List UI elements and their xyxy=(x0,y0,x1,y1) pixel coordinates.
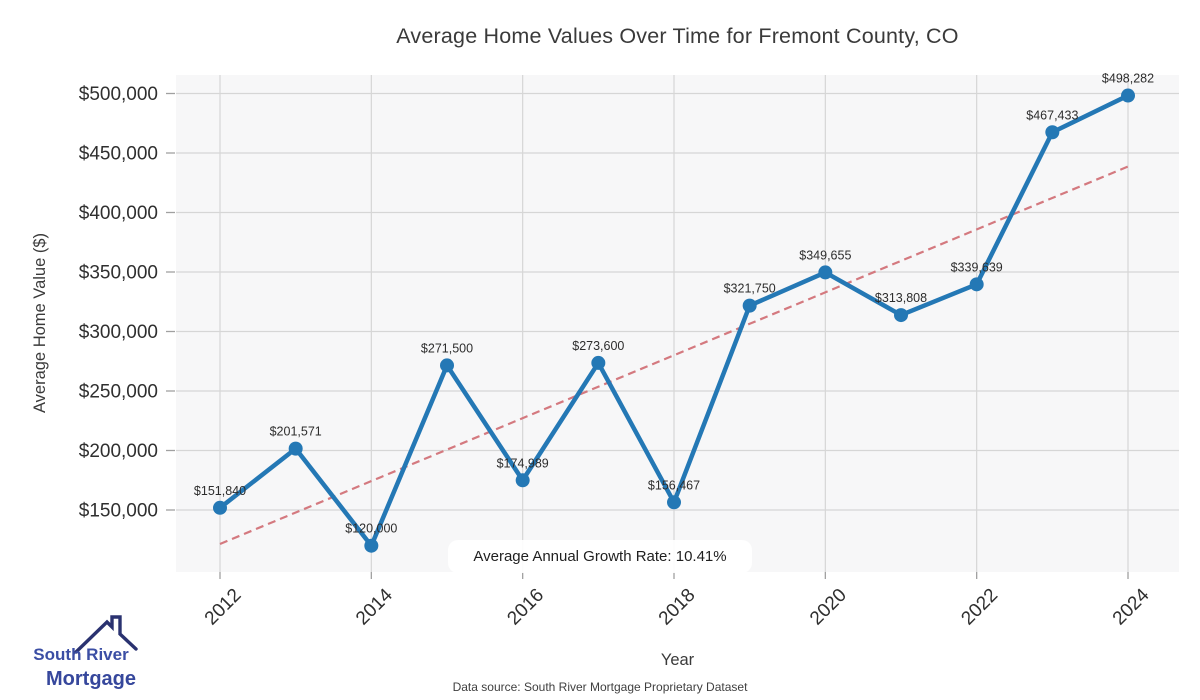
x-axis-title: Year xyxy=(660,651,695,669)
y-axis-title: Average Home Value ($) xyxy=(31,232,49,414)
data-point xyxy=(742,298,757,313)
y-tick-label: $450,000 xyxy=(79,144,158,165)
data-point xyxy=(1121,88,1136,103)
x-tick-label: 2014 xyxy=(352,584,397,629)
growth-rate-annotation-text: Average Annual Growth Rate: 10.41% xyxy=(473,548,727,565)
y-tick-label: $350,000 xyxy=(79,263,158,284)
data-point xyxy=(818,265,833,280)
data-point-label: $313,808 xyxy=(875,291,927,305)
y-tick-label: $150,000 xyxy=(79,501,158,522)
y-tick-label: $250,000 xyxy=(79,382,158,403)
x-tick-label: 2020 xyxy=(806,585,851,630)
data-point-label: $120,000 xyxy=(345,522,397,536)
x-tick-label: 2016 xyxy=(503,585,548,630)
x-tick-label: 2024 xyxy=(1109,584,1154,629)
data-point-label: $273,600 xyxy=(572,339,624,353)
data-point xyxy=(213,500,227,515)
chart-title: Average Home Values Over Time for Fremon… xyxy=(396,24,959,48)
data-point-label: $339,639 xyxy=(951,260,1003,274)
data-point-label: $151,840 xyxy=(194,484,246,498)
data-point-label: $349,655 xyxy=(799,248,851,262)
logo-text-line1: South River xyxy=(33,645,129,664)
data-point xyxy=(364,538,379,553)
x-tick-label: 2012 xyxy=(201,585,246,630)
data-point xyxy=(894,308,909,323)
data-point xyxy=(288,441,303,456)
data-point xyxy=(969,277,984,292)
south-river-mortgage-logo: South River Mortgage xyxy=(20,610,142,696)
growth-rate-annotation: Average Annual Growth Rate: 10.41% xyxy=(448,540,752,573)
y-tick-label: $500,000 xyxy=(79,84,158,105)
data-point xyxy=(515,473,530,488)
data-point-label: $174,989 xyxy=(497,456,549,470)
data-point xyxy=(440,358,455,373)
house-roof-icon xyxy=(74,615,138,654)
data-point xyxy=(1045,125,1060,140)
y-tick-label: $200,000 xyxy=(79,441,158,462)
data-point-label: $156,467 xyxy=(648,478,700,492)
data-point xyxy=(667,495,682,510)
x-tick-label: 2018 xyxy=(655,585,700,630)
data-point xyxy=(591,355,606,370)
y-tick-label: $300,000 xyxy=(79,322,158,343)
y-tick-label: $400,000 xyxy=(79,203,158,224)
data-point-label: $201,571 xyxy=(270,425,322,439)
logo-text-line2: Mortgage xyxy=(46,668,136,690)
data-point-label: $321,750 xyxy=(724,282,776,296)
data-point-label: $498,282 xyxy=(1102,72,1154,86)
data-source-note: Data source: South River Mortgage Propri… xyxy=(452,680,748,694)
trend-line xyxy=(219,165,1129,546)
data-point-label: $271,500 xyxy=(421,341,473,355)
data-point-label: $467,433 xyxy=(1026,108,1078,122)
x-tick-label: 2022 xyxy=(957,585,1002,630)
